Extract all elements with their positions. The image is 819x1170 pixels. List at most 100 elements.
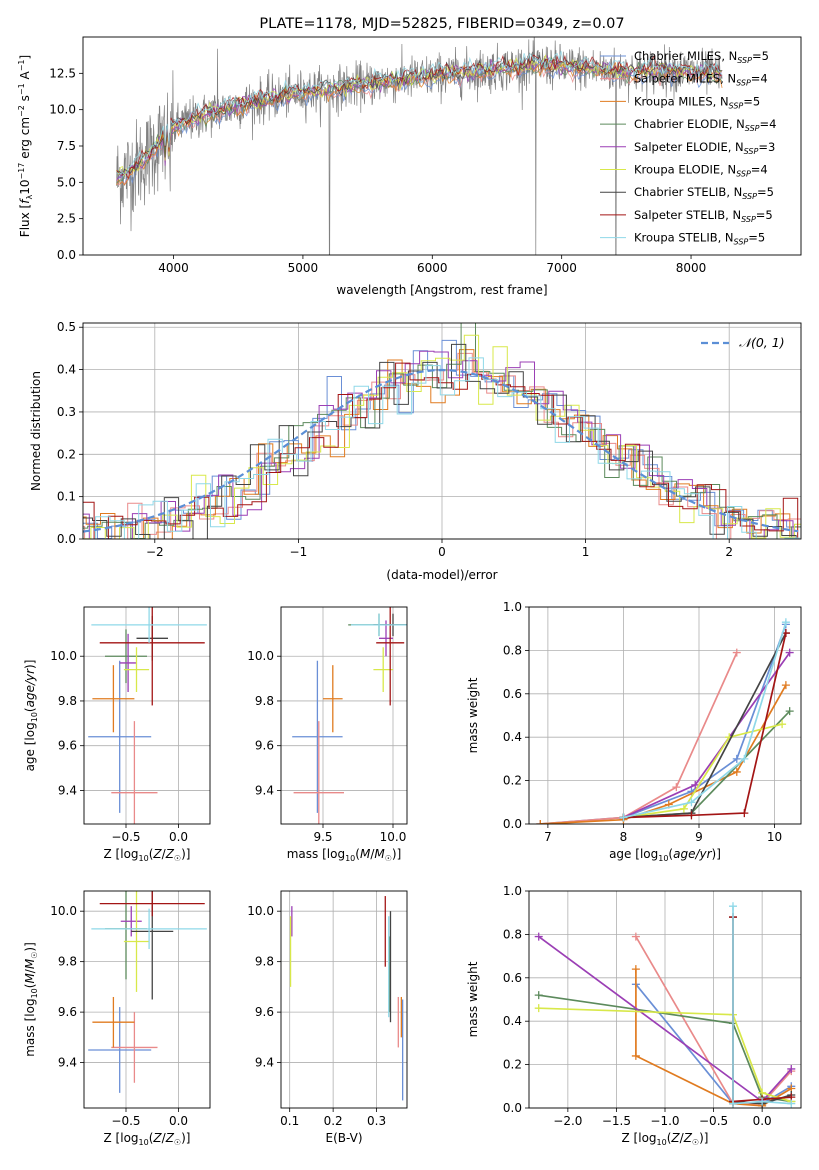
y-axis-label-part: / (23, 968, 37, 973)
y-axis-label-part: )] (23, 942, 37, 951)
legend-label-part: =5 (757, 185, 774, 199)
y-tick-label: 0.2 (503, 774, 522, 788)
y-tick-label: 9.8 (255, 694, 274, 708)
x-axis-label-part: ( (668, 847, 673, 861)
y-axis-label-part: ☉ (30, 952, 39, 959)
errorbar-plot-area (289, 896, 404, 1101)
y-tick-label: 9.6 (58, 1005, 77, 1019)
weight-marker (631, 965, 640, 974)
x-axis-label-part: Z (670, 1131, 680, 1145)
legend-label-part: =3 (758, 140, 775, 154)
y-tick-label: 10.0 (50, 649, 77, 663)
x-axis-label-part: Z [ (622, 1131, 639, 1145)
y-tick-label: 2.5 (57, 212, 76, 226)
errorbar-point (92, 665, 135, 733)
errorbar-point (293, 721, 344, 824)
x-axis-label-part: )] (181, 847, 190, 861)
weight-plot-area (534, 902, 796, 1108)
x-axis-label-part: Z (683, 1131, 693, 1145)
errorbar-point (123, 891, 150, 992)
y-tick-label: 9.8 (58, 955, 77, 969)
y-axis-label-part: s (18, 95, 32, 105)
x-tick-label: 0 (438, 545, 446, 559)
panel-spectrum: 4000 5000 6000 7000 8000 0.0 2.5 5.0 7.5 10.0 12.5… (17, 16, 802, 297)
y-axis-label-part: −2 (17, 105, 26, 117)
x-tick-label: 10.0 (380, 830, 407, 844)
legend-label-part: Chabrier ELODIE, N (634, 117, 745, 131)
weight-line (540, 652, 738, 824)
x-tick-label: 0.0 (169, 830, 188, 844)
x-axis-label-part: Z [ (104, 1131, 121, 1145)
x-axis-label: E(B-V) (325, 1131, 362, 1145)
y-axis-label-part: mass [ (23, 1017, 37, 1057)
x-axis-label-part: log (638, 1131, 656, 1145)
weight-marker (785, 707, 794, 716)
legend-label-sub: SSP (742, 192, 757, 201)
x-tick-label: −1.5 (602, 1114, 631, 1128)
chart-title: PLATE=1178, MJD=52825, FIBERID=0349, z=0… (259, 16, 624, 32)
y-tick-label: 9.6 (255, 1005, 274, 1019)
weight-marker (679, 804, 688, 813)
weight-series (536, 620, 790, 824)
weight-marker (729, 1099, 737, 1108)
x-axis-label: Z [log10(Z/Z☉)] (622, 1131, 709, 1147)
y-axis-label-part: age/yr (23, 668, 37, 707)
weight-marker (672, 783, 681, 792)
y-tick-label: 5.0 (57, 175, 76, 189)
weight-line (623, 621, 787, 819)
weight-marker (781, 681, 790, 690)
x-axis-label-part: 10 (139, 1138, 149, 1147)
y-tick-label: 12.5 (49, 66, 76, 80)
x-axis-label-part: / (370, 847, 375, 861)
legend-label-part: Salpeter ELODIE, N (634, 140, 744, 154)
x-axis-label-part: 10 (657, 1138, 667, 1147)
residual-histogram (83, 362, 801, 539)
errorbar-point (88, 1007, 152, 1093)
y-tick-label: 9.8 (255, 955, 274, 969)
y-axis-label: mass [log10(M/M☉)] (23, 942, 39, 1057)
legend-label-sub: SSP (737, 56, 752, 65)
y-axis-label: age [log10(age/yr)] (23, 660, 39, 772)
legend-label-part: Salpeter MILES, N (634, 72, 736, 86)
y-tick-label: 10.0 (247, 904, 274, 918)
legend-label-part: Chabrier MILES, N (634, 49, 737, 63)
weight-line (635, 936, 792, 1105)
errorbar-plot-area (292, 607, 407, 824)
x-tick-label: −2 (146, 545, 164, 559)
legend-label-part: =4 (751, 163, 768, 177)
panel-mass_vs_EBV: 0.1 0.2 0.3 9.4 9.6 9.8 10.0 E(B-V) (247, 890, 408, 1145)
x-tick-label: 6000 (417, 261, 448, 275)
y-tick-label: 0.5 (57, 320, 76, 334)
y-tick-label: 10.0 (49, 103, 76, 117)
axes-frame (528, 606, 802, 825)
legend-label-part: Chabrier STELIB, N (634, 185, 742, 199)
x-axis-label-part: Z (152, 1131, 162, 1145)
x-tick-label: 9 (695, 830, 703, 844)
residual-histogram (83, 350, 801, 539)
x-tick-label: 7000 (546, 261, 577, 275)
legend-label: Chabrier MILES, NSSP=5 (634, 49, 769, 65)
x-axis-label-part: 10 (139, 854, 149, 863)
errorbar-point (91, 908, 207, 950)
y-tick-label: 9.4 (255, 783, 274, 797)
y-axis-label-part: M (23, 958, 37, 969)
legend-label: Kroupa MILES, NSSP=5 (634, 94, 760, 110)
axes-frame (82, 36, 802, 256)
axes-frame (83, 890, 211, 1109)
x-axis-label-part: )] (392, 847, 401, 861)
weight-marker (740, 809, 749, 818)
y-tick-label: 0.6 (503, 971, 522, 985)
y-tick-label: 0.1 (57, 490, 76, 504)
y-axis-label-part: −1 (17, 59, 26, 71)
y-tick-label: 9.4 (58, 1056, 77, 1070)
errorbar-point (292, 660, 343, 813)
legend-label-sub: SSP (729, 101, 744, 110)
weight-marker (631, 1051, 640, 1060)
x-axis-label-part: )] (181, 1131, 190, 1145)
x-axis-label-part: ( (149, 1131, 154, 1145)
errorbar-point (351, 613, 407, 637)
weight-marker (732, 648, 741, 657)
errorbar-point (376, 607, 405, 706)
x-axis-label: mass [log10(M/M☉)] (287, 847, 402, 863)
